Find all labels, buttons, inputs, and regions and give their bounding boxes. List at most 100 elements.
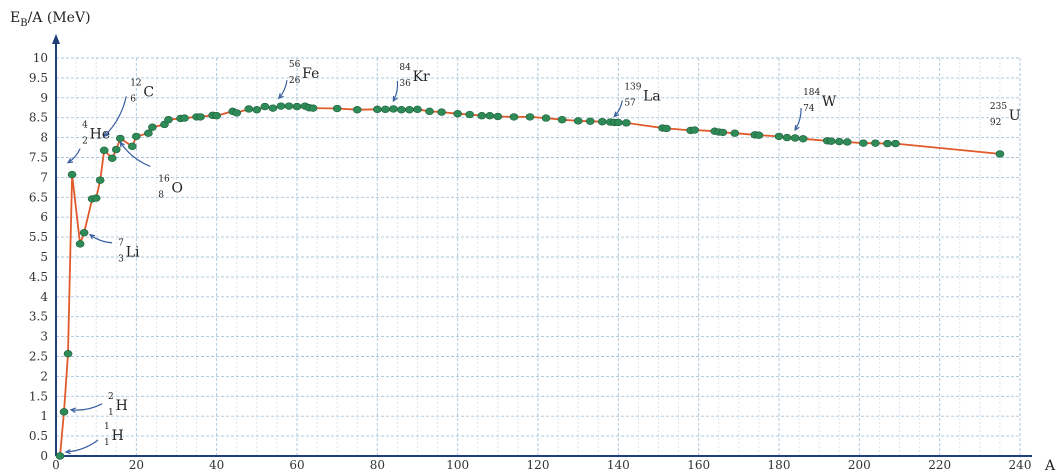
- mass-number: 12: [130, 78, 141, 88]
- element-symbol: H: [112, 428, 124, 444]
- data-point: [996, 151, 1004, 158]
- data-point: [414, 106, 422, 113]
- x-tick-label: 0: [52, 458, 60, 472]
- data-point: [663, 125, 671, 132]
- data-point: [755, 132, 763, 139]
- mass-number: 235: [990, 102, 1007, 112]
- data-point: [64, 350, 72, 357]
- x-tick-label: 60: [289, 458, 304, 472]
- data-point: [96, 177, 104, 184]
- x-tick-labels: 0 20 40 60 80 100 120 140 160 180 200 220 240: [52, 458, 1031, 472]
- mass-number: 184: [803, 88, 820, 98]
- data-point: [112, 146, 120, 153]
- annotation-c-12: 126 C: [104, 78, 154, 136]
- data-point: [381, 106, 389, 113]
- y-tick-label: 6: [40, 210, 48, 224]
- data-point: [622, 119, 630, 126]
- y-tick-label: 4.5: [29, 270, 48, 284]
- x-tick-label: 240: [1009, 458, 1032, 472]
- data-point: [719, 129, 727, 136]
- atomic-number: 57: [624, 98, 636, 108]
- y-tick-label: 3: [40, 330, 48, 344]
- mass-number: 4: [82, 121, 88, 131]
- element-symbol: U: [1009, 108, 1021, 124]
- x-tick-label: 180: [768, 458, 791, 472]
- y-tick-label: 7: [40, 170, 48, 184]
- y-tick-label: 8: [40, 131, 48, 145]
- data-point: [245, 106, 253, 113]
- data-point: [100, 147, 108, 154]
- atomic-number: 36: [399, 79, 411, 89]
- y-axis-arrow: [52, 34, 60, 44]
- x-tick-label: 200: [848, 458, 871, 472]
- element-symbol: He: [90, 127, 111, 143]
- axes: [52, 34, 1032, 456]
- atomic-number: 92: [990, 118, 1001, 128]
- mass-number: 16: [158, 174, 170, 184]
- element-symbol: C: [143, 84, 154, 100]
- element-symbol: La: [643, 88, 661, 104]
- data-point: [309, 105, 317, 112]
- atomic-number: 74: [803, 104, 815, 114]
- y-tick-label: 9: [40, 91, 48, 105]
- data-point: [478, 112, 486, 119]
- data-point: [883, 140, 891, 147]
- annotation-o-16: 16 8 O: [120, 142, 183, 200]
- y-tick-label: 7.5: [29, 151, 48, 165]
- element-symbol: O: [171, 180, 182, 196]
- data-point: [233, 110, 241, 117]
- data-point: [731, 130, 739, 137]
- y-tick-label: 5.5: [29, 230, 48, 244]
- data-point: [859, 140, 867, 147]
- data-point: [213, 112, 221, 119]
- data-point: [835, 138, 843, 145]
- y-tick-label: 0.5: [29, 429, 48, 443]
- y-tick-label: 0: [40, 449, 48, 463]
- x-axis-title: A: [1044, 458, 1056, 473]
- data-point: [526, 114, 534, 121]
- x-tick-label: 100: [446, 458, 469, 472]
- data-point: [293, 103, 301, 110]
- y-tick-label: 6.5: [29, 190, 48, 204]
- data-point: [197, 114, 205, 121]
- element-symbol: W: [822, 94, 837, 110]
- data-point: [353, 106, 361, 113]
- data-point: [92, 195, 100, 202]
- data-point: [438, 109, 446, 116]
- element-symbol: Fe: [302, 66, 319, 82]
- data-points: [56, 103, 1004, 460]
- data-point: [56, 453, 64, 460]
- x-tick-label: 160: [687, 458, 710, 472]
- data-point: [389, 106, 397, 113]
- data-point: [68, 171, 76, 178]
- y-axis-title: EB/A (MeV): [10, 10, 91, 29]
- x-tick-label: 80: [370, 458, 385, 472]
- data-point: [405, 106, 413, 113]
- y-tick-label: 3.5: [29, 310, 48, 324]
- data-point: [775, 133, 783, 140]
- data-point: [426, 108, 434, 115]
- data-point: [164, 116, 172, 123]
- data-point: [148, 124, 156, 131]
- atomic-number: 8: [158, 190, 164, 200]
- data-point: [132, 133, 140, 140]
- data-point: [558, 116, 566, 123]
- data-point: [397, 106, 405, 113]
- y-tick-label: 9.5: [29, 71, 48, 85]
- annotation-fe-56: 5626 Fe: [279, 60, 319, 98]
- atomic-number: 1: [108, 408, 114, 418]
- data-point: [510, 114, 518, 121]
- annotation-h-1: 11 H: [66, 422, 124, 454]
- data-point: [60, 408, 68, 415]
- data-point: [871, 140, 879, 147]
- x-tick-label: 120: [527, 458, 550, 472]
- data-point: [494, 113, 502, 120]
- y-tick-label: 1.5: [29, 389, 48, 403]
- y-tick-label: 2.5: [29, 350, 48, 364]
- annotation-u-235: 235 92 U: [990, 102, 1021, 128]
- y-tick-label: 5: [40, 250, 48, 264]
- mass-number: 139: [624, 82, 641, 92]
- data-point: [827, 138, 835, 145]
- data-point: [128, 143, 136, 150]
